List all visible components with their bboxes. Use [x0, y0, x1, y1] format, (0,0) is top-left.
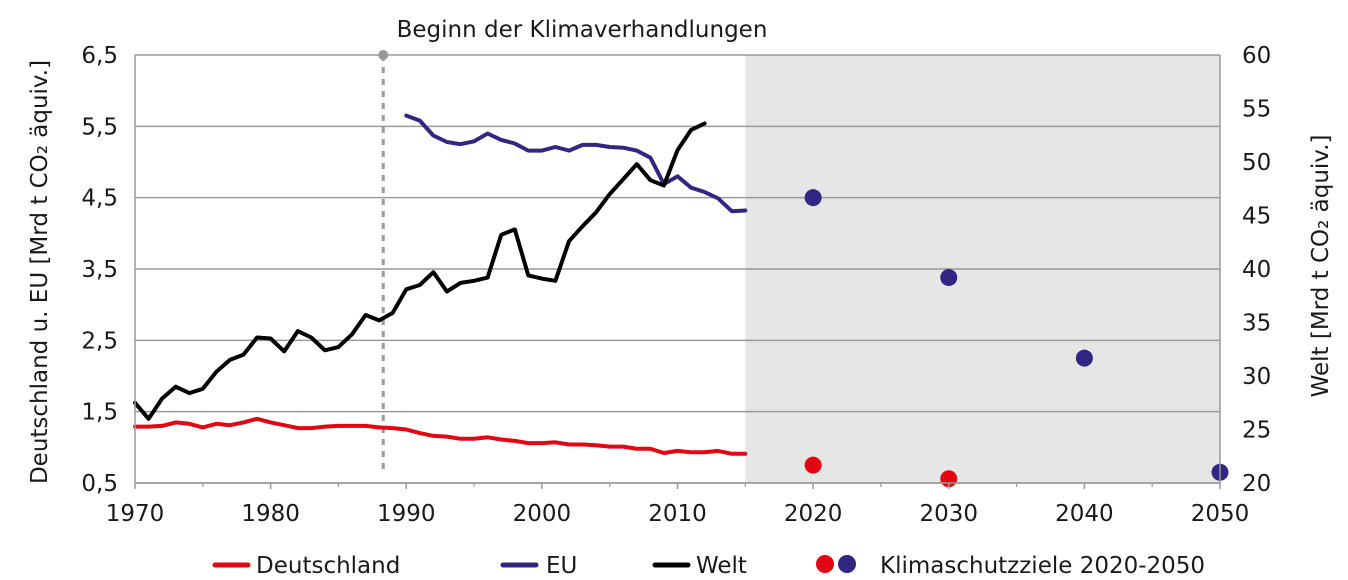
legend-swatch-dot — [816, 555, 834, 573]
x-tick-label: 2020 — [784, 501, 843, 527]
target-point-eu-2030 — [940, 269, 958, 287]
target-point-eu-2020 — [804, 189, 822, 207]
y-tick-label-right: 35 — [1242, 311, 1271, 337]
y-tick-label-right: 55 — [1242, 97, 1271, 123]
y-tick-label-left: 4,5 — [81, 186, 118, 212]
y-tick-label-right: 50 — [1242, 150, 1271, 176]
target-point-deutschland-2020 — [804, 456, 822, 474]
y-tick-label-left: 3,5 — [81, 257, 118, 283]
x-tick-label: 2040 — [1055, 501, 1114, 527]
y-tick-label-left: 2,5 — [81, 328, 118, 354]
x-tick-label: 1970 — [106, 501, 165, 527]
y-tick-label-left: 1,5 — [81, 400, 118, 426]
axes — [134, 55, 1221, 489]
y-tick-label-left: 5,5 — [81, 114, 118, 140]
legend-item-deutschland: Deutschland — [212, 553, 400, 579]
y-axis-label-right: Welt [Mrd t CO₂ äquiv.] — [1308, 135, 1334, 398]
x-tick-label: 2030 — [919, 501, 978, 527]
legend-item-eu: EU — [500, 553, 577, 579]
legend-item-klimaschutzziele-2020-2050: Klimaschutzziele 2020-2050 — [816, 553, 1205, 579]
target-point-eu-2040 — [1075, 349, 1093, 367]
legend-label: EU — [546, 553, 577, 579]
series-layer — [133, 113, 748, 456]
y-tick-label-right: 45 — [1242, 204, 1271, 230]
y-tick-label-right: 40 — [1242, 257, 1271, 283]
legend-label: Deutschland — [256, 553, 400, 579]
legend-swatch-dot — [838, 555, 856, 573]
y-tick-label-left: 0,5 — [81, 471, 118, 497]
x-tick-label: 1980 — [241, 501, 300, 527]
x-tick-label: 2050 — [1191, 501, 1250, 527]
x-tick-label: 2010 — [648, 501, 707, 527]
legend-label: Klimaschutzziele 2020-2050 — [880, 553, 1205, 579]
y-tick-label-left: 6,5 — [81, 43, 118, 69]
annotation-marker — [378, 50, 389, 60]
series-line-welt — [133, 121, 707, 421]
y-tick-label-right: 25 — [1242, 418, 1271, 444]
y-tick-label-right: 60 — [1242, 43, 1271, 69]
legend-label: Welt — [696, 553, 747, 579]
y-axis-label-left: Deutschland u. EU [Mrd t CO₂ äquiv.] — [27, 60, 53, 484]
y-tick-label-right: 20 — [1242, 471, 1271, 497]
tick-labels: 1970 1980 1990 2000 2010 2020 2030 2040 20500,51… — [81, 43, 1271, 527]
annotation-label: Beginn der Klimaverhandlungen — [397, 17, 768, 43]
x-tick-label: 1990 — [377, 501, 436, 527]
legend-item-welt: Welt — [652, 553, 747, 579]
y-tick-label-right: 30 — [1242, 364, 1271, 390]
x-tick-label: 2000 — [513, 501, 572, 527]
legend: Deutschland EU Welt Klimaschutzziele 2020-2… — [212, 553, 1205, 579]
series-line-deutschland — [133, 416, 748, 456]
series-line-eu — [404, 113, 748, 214]
